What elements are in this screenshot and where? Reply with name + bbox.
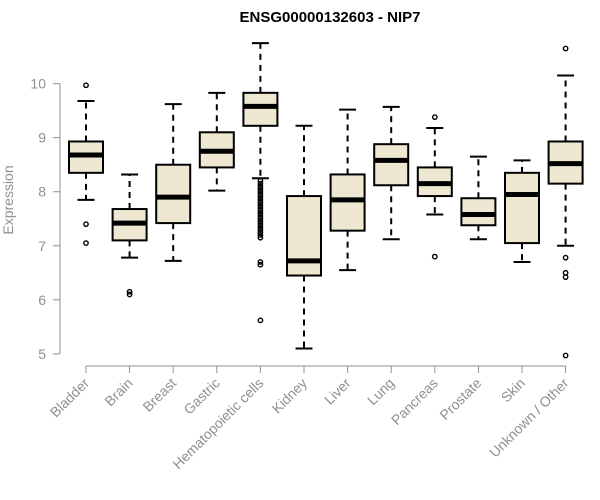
iqr-box <box>286 195 322 277</box>
outlier-point <box>257 205 264 211</box>
box-kidney <box>286 124 322 350</box>
x-tick-label: Pancreas <box>388 375 441 428</box>
y-tick-label: 5 <box>38 346 46 362</box>
x-tick-label: Prostate <box>436 375 484 423</box>
iqr-box <box>504 171 540 245</box>
outlier-point <box>257 221 264 228</box>
x-tick-label: Bladder <box>47 375 93 421</box>
iqr-box <box>155 163 192 225</box>
outlier-point <box>257 183 264 190</box>
box-breast <box>155 103 192 262</box>
outlier-point <box>257 196 264 203</box>
outlier-point <box>257 226 264 233</box>
outlier-point <box>562 45 569 52</box>
outlier-point <box>257 317 264 324</box>
outlier-point <box>257 178 264 184</box>
box-hematopoietic-cells <box>242 42 279 324</box>
x-tick-label: Gastric <box>180 375 223 418</box>
outlier-point <box>257 210 264 217</box>
x-tick-label: Skin <box>498 375 529 406</box>
iqr-box <box>242 91 279 127</box>
outlier-point <box>257 180 264 187</box>
y-tick-label: 8 <box>38 184 46 200</box>
outlier-point <box>257 259 264 265</box>
iqr-box <box>460 197 497 227</box>
outlier-point <box>431 253 438 260</box>
outlier-point <box>257 229 264 236</box>
outlier-point <box>83 221 89 228</box>
x-tick-label: Kidney <box>269 375 311 417</box>
y-tick-label: 10 <box>30 76 46 92</box>
box-liver <box>329 108 366 272</box>
box-prostate <box>460 155 497 241</box>
y-tick-label: 6 <box>38 292 46 308</box>
outlier-point <box>257 207 264 214</box>
box-lung <box>373 105 410 241</box>
iqr-box <box>329 173 366 232</box>
outlier-point <box>257 194 264 201</box>
outlier-point <box>257 202 264 209</box>
chart-title: ENSG00000132603 - NIP7 <box>240 9 421 26</box>
outlier-point <box>562 254 569 261</box>
outlier-point <box>83 240 89 246</box>
outlier-point <box>257 223 264 230</box>
outlier-point <box>562 274 569 281</box>
outlier-point <box>257 199 264 206</box>
outlier-point <box>126 291 133 298</box>
outlier-point <box>257 213 264 219</box>
outlier-point <box>562 352 569 359</box>
outlier-point <box>257 191 264 198</box>
x-tick-label: Unknown / Other <box>486 375 572 461</box>
outlier-point <box>257 234 264 241</box>
iqr-box <box>373 143 410 187</box>
x-tick-label: Liver <box>321 375 354 408</box>
box-pancreas <box>416 114 453 260</box>
outlier-point <box>257 232 264 238</box>
outlier-point <box>257 215 264 222</box>
box-brain <box>111 173 148 298</box>
y-tick-label: 7 <box>38 238 46 254</box>
outlier-point <box>257 188 264 195</box>
outlier-point <box>83 82 89 89</box>
y-axis-label: Expression <box>0 165 16 234</box>
x-tick-label: Breast <box>139 375 179 415</box>
x-tick-label: Brain <box>101 375 135 409</box>
outlier-point <box>257 186 264 192</box>
outlier-point <box>257 218 264 225</box>
outlier-point <box>126 288 133 295</box>
box-unknown-other <box>547 45 584 359</box>
x-tick-label: Lung <box>364 375 397 408</box>
box-bladder <box>68 82 104 246</box>
outlier-point <box>257 261 264 268</box>
box-skin <box>504 159 540 264</box>
box-gastric <box>198 91 235 192</box>
outlier-point <box>431 114 438 121</box>
y-tick-label: 9 <box>38 130 46 146</box>
